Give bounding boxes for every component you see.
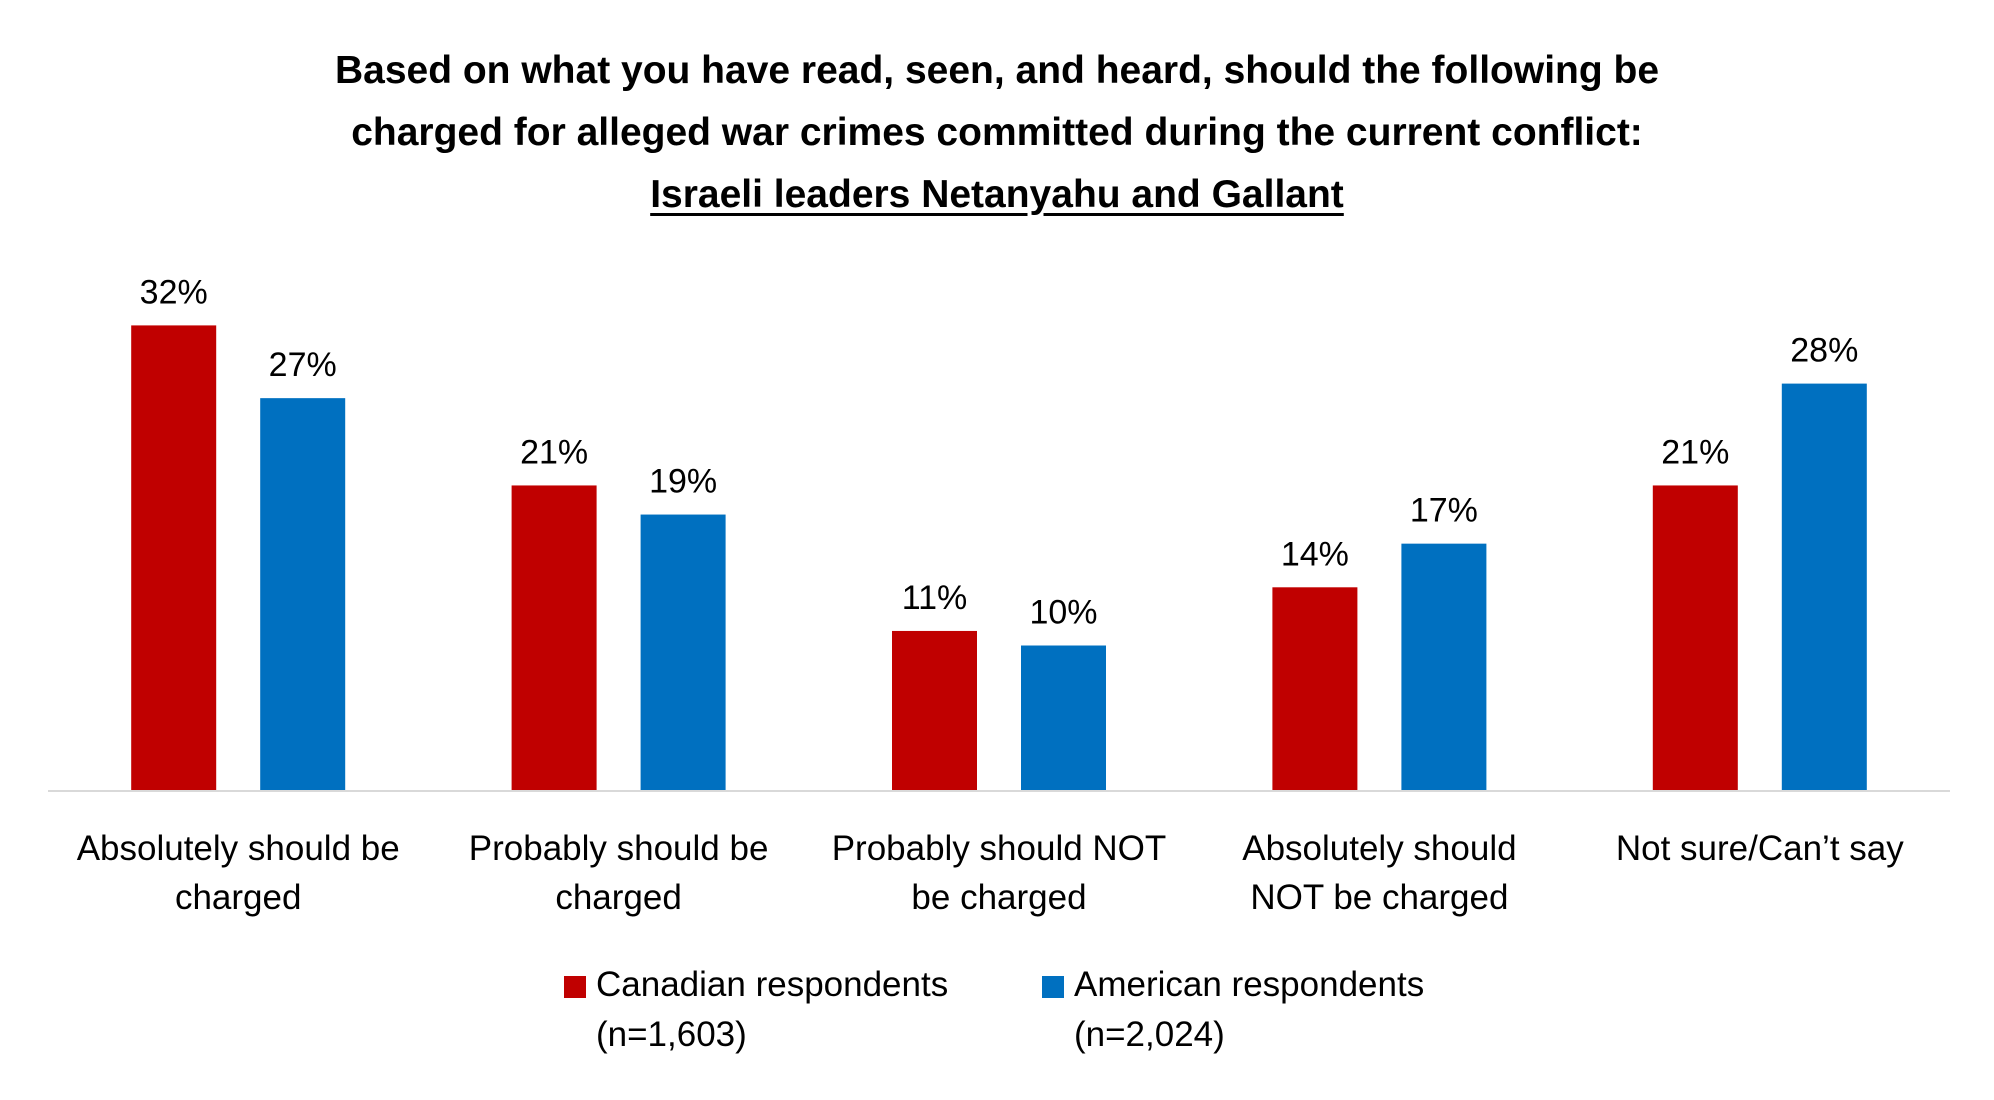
category-label-2-line-1: Probably should be bbox=[469, 829, 769, 868]
legend-sample-american: (n=2,024) bbox=[1074, 1015, 1225, 1054]
chart-title-line-1: Based on what you have read, seen, and h… bbox=[334, 49, 1660, 92]
category-label-3: Probably should NOT be charged bbox=[832, 829, 1167, 917]
category-label-2: Probably should be charged bbox=[469, 829, 769, 917]
data-label-canadian-4: 14% bbox=[1281, 535, 1349, 573]
data-label-american-2: 19% bbox=[649, 463, 717, 501]
category-label-4: Absolutely should NOT be charged bbox=[1242, 829, 1516, 917]
bar-canadian-4 bbox=[1272, 587, 1358, 791]
chart-title: Based on what you have read, seen, and h… bbox=[0, 40, 1994, 226]
category-label-3-line-1: Probably should NOT bbox=[832, 829, 1167, 868]
category-label-1: Absolutely should be charged bbox=[77, 829, 400, 917]
category-label-2-line-2: charged bbox=[555, 878, 681, 917]
legend-label-american: American respondents bbox=[1074, 965, 1425, 1004]
bar-american-3 bbox=[1021, 645, 1106, 791]
data-label-canadian-1: 32% bbox=[140, 273, 208, 311]
category-label-5-line-1: Not sure/Can’t say bbox=[1616, 829, 1904, 868]
chart-title-line-2: charged for alleged war crimes committed… bbox=[351, 111, 1643, 154]
legend-swatch-canadian bbox=[564, 976, 586, 998]
data-label-american-4: 17% bbox=[1410, 492, 1478, 530]
category-label-1-line-1: Absolutely should be bbox=[77, 829, 400, 868]
bar-american-5 bbox=[1781, 383, 1867, 791]
bar-canadian-1 bbox=[131, 325, 217, 791]
bar-canadian-5 bbox=[1652, 485, 1738, 791]
legend-sample-canadian: (n=1,603) bbox=[596, 1015, 747, 1054]
bar-canadian-3 bbox=[892, 630, 977, 791]
data-label-canadian-3: 11% bbox=[902, 579, 968, 617]
chart-subtitle: Israeli leaders Netanyahu and Gallant bbox=[650, 173, 1344, 216]
data-label-canadian-5: 21% bbox=[1661, 433, 1729, 471]
data-label-american-5: 28% bbox=[1790, 332, 1858, 370]
bar-american-1 bbox=[260, 398, 346, 791]
category-label-3-line-2: be charged bbox=[911, 878, 1086, 917]
legend-swatch-american bbox=[1042, 976, 1064, 998]
category-label-4-line-1: Absolutely should bbox=[1242, 829, 1516, 868]
data-label-canadian-2: 21% bbox=[520, 433, 588, 471]
category-label-1-line-2: charged bbox=[175, 878, 301, 917]
bar-american-2 bbox=[640, 514, 726, 791]
bar-american-4 bbox=[1401, 543, 1487, 791]
data-label-american-1: 27% bbox=[269, 346, 337, 384]
legend-label-canadian: Canadian respondents bbox=[596, 965, 949, 1004]
data-label-american-3: 10% bbox=[1029, 594, 1097, 632]
category-label-5: Not sure/Can’t say bbox=[1616, 829, 1904, 868]
bar-canadian-2 bbox=[511, 485, 597, 791]
category-label-4-line-2: NOT be charged bbox=[1250, 878, 1508, 917]
